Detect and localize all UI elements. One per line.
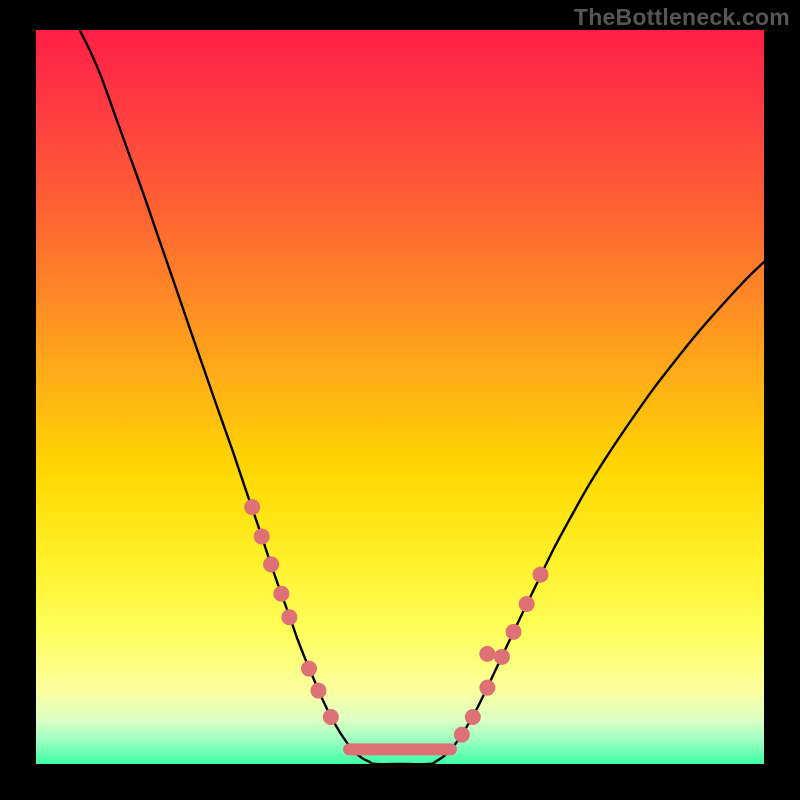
scatter-point bbox=[273, 586, 289, 602]
scatter-point bbox=[281, 609, 297, 625]
scatter-point bbox=[479, 646, 495, 662]
scatter-point bbox=[533, 567, 549, 583]
scatter-point bbox=[465, 709, 481, 725]
scatter-point bbox=[519, 596, 535, 612]
scatter-point bbox=[263, 556, 279, 572]
scatter-point bbox=[310, 683, 326, 699]
watermark-text: TheBottleneck.com bbox=[574, 4, 790, 31]
scatter-point bbox=[479, 680, 495, 696]
scatter-point bbox=[254, 528, 270, 544]
chart-svg bbox=[36, 30, 764, 764]
scatter-point bbox=[506, 624, 522, 640]
scatter-point bbox=[323, 709, 339, 725]
plot-area bbox=[36, 30, 764, 764]
scatter-point bbox=[494, 649, 510, 665]
chart-outer-frame: TheBottleneck.com bbox=[0, 0, 800, 800]
scatter-point bbox=[454, 727, 470, 743]
scatter-point bbox=[244, 499, 260, 515]
scatter-point bbox=[301, 661, 317, 677]
